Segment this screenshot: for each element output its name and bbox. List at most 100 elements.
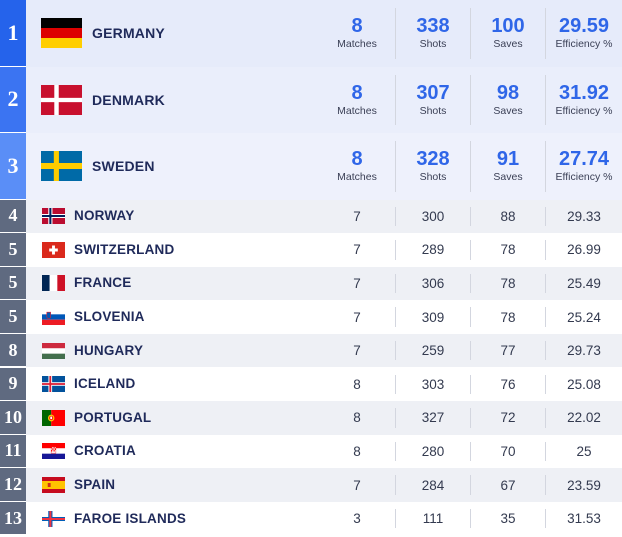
efficiency-cell: 22.02 — [547, 401, 621, 435]
matches-value: 7 — [353, 208, 361, 224]
efficiency-cell: 25.24 — [547, 300, 621, 334]
shots-value: 306 — [421, 275, 445, 291]
france-flag-icon — [42, 275, 65, 292]
matches-cell: 8 Matches — [322, 133, 392, 200]
matches-label: Matches — [337, 171, 377, 184]
country-name: ICELAND — [74, 376, 136, 392]
saves-cell: 98 Saves — [473, 67, 543, 134]
switzerland-flag-icon — [42, 241, 65, 258]
saves-cell: 77 — [473, 334, 543, 368]
matches-value: 8 — [351, 15, 363, 38]
table-row: 10 PORTUGAL 8 327 72 22.02 — [0, 401, 622, 435]
column-divider — [545, 74, 546, 125]
country-name: HUNGARY — [74, 342, 144, 358]
matches-value: 7 — [353, 242, 361, 258]
rank-badge: 11 — [0, 434, 26, 469]
column-divider — [470, 240, 471, 260]
saves-cell: 78 — [473, 300, 543, 334]
efficiency-value: 26.99 — [567, 242, 601, 258]
column-divider — [545, 340, 546, 361]
shots-cell: 303 — [398, 368, 468, 402]
efficiency-value: 29.59 — [558, 15, 610, 38]
column-divider — [470, 475, 471, 495]
saves-cell: 100 Saves — [473, 0, 543, 67]
rank-badge: 10 — [0, 401, 26, 435]
column-divider — [545, 307, 546, 327]
column-divider — [470, 8, 471, 59]
rank-badge: 12 — [0, 468, 26, 502]
column-divider — [545, 374, 546, 395]
shots-value: 111 — [422, 511, 444, 527]
column-divider — [470, 340, 471, 361]
efficiency-cell: 25.08 — [547, 368, 621, 402]
efficiency-cell: 26.99 — [547, 233, 621, 267]
saves-value: 35 — [500, 511, 516, 527]
shots-value: 284 — [421, 477, 445, 493]
country-name: FRANCE — [74, 275, 132, 291]
country-name: SWEDEN — [92, 158, 155, 175]
country-name: DENMARK — [92, 91, 165, 108]
shots-cell: 111 — [398, 502, 468, 536]
column-divider — [470, 307, 471, 327]
shots-value: 327 — [421, 410, 445, 426]
rank-badge: 1 — [0, 0, 26, 67]
column-divider — [470, 374, 471, 395]
shots-cell: 259 — [398, 334, 468, 368]
rank-badge: 5 — [0, 300, 26, 334]
efficiency-label: Efficiency % — [555, 171, 613, 184]
table-row: 2 DENMARK 8 Matches 307 Shots 98 Saves 31.92 Effi… — [0, 66, 622, 134]
matches-value: 8 — [353, 410, 361, 426]
table-row: 5 FRANCE 7 306 78 25.49 — [0, 266, 622, 301]
shots-cell: 327 — [398, 401, 468, 435]
column-divider — [395, 475, 396, 495]
matches-cell: 8 Matches — [322, 0, 392, 67]
hungary-flag-icon — [42, 342, 65, 359]
faroe-islands-flag-icon — [42, 510, 65, 527]
spain-flag-icon — [42, 477, 65, 494]
table-row: 4 NORWAY 7 300 88 29.33 — [0, 199, 622, 234]
column-divider — [545, 240, 546, 260]
shots-cell: 284 — [398, 468, 468, 502]
column-divider — [545, 8, 546, 59]
country-name: SWITZERLAND — [74, 241, 175, 257]
country-name: SPAIN — [74, 477, 116, 493]
shots-value: 303 — [421, 376, 445, 392]
column-divider — [545, 508, 546, 529]
column-divider — [395, 340, 396, 361]
saves-value: 100 — [491, 15, 525, 38]
saves-value: 78 — [500, 242, 516, 258]
table-row: 3 SWEDEN 8 Matches 328 Shots 91 Saves 27.74 Effic… — [0, 133, 622, 200]
column-divider — [470, 141, 471, 192]
shots-value: 328 — [416, 148, 450, 171]
country-name: GERMANY — [92, 25, 165, 42]
saves-label: Saves — [493, 171, 523, 184]
shots-value: 307 — [416, 81, 450, 104]
country-name: SLOVENIA — [74, 309, 145, 325]
matches-cell: 8 — [322, 401, 392, 435]
matches-cell: 8 — [322, 435, 392, 469]
saves-value: 72 — [500, 410, 516, 426]
table-row: 9 ICELAND 8 303 76 25.08 — [0, 367, 622, 402]
shots-cell: 306 — [398, 267, 468, 301]
shots-value: 309 — [421, 309, 445, 325]
column-divider — [470, 408, 471, 428]
efficiency-cell: 25.49 — [547, 267, 621, 301]
efficiency-value: 23.59 — [567, 477, 601, 493]
table-row: 5 SLOVENIA 7 309 78 25.24 — [0, 300, 622, 334]
saves-label: Saves — [493, 104, 523, 117]
saves-cell: 88 — [473, 200, 543, 234]
table-row: 12 SPAIN 7 284 67 23.59 — [0, 468, 622, 502]
column-divider — [545, 206, 546, 227]
matches-cell: 3 — [322, 502, 392, 536]
matches-cell: 7 — [322, 200, 392, 234]
rank-badge: 5 — [0, 266, 26, 301]
matches-cell: 8 Matches — [322, 67, 392, 134]
column-divider — [545, 273, 546, 294]
shots-cell: 289 — [398, 233, 468, 267]
efficiency-value: 25 — [576, 443, 592, 459]
country-name: NORWAY — [74, 208, 135, 224]
shots-value: 280 — [421, 443, 445, 459]
column-divider — [545, 141, 546, 192]
saves-value: 78 — [500, 309, 516, 325]
matches-value: 8 — [351, 81, 363, 104]
